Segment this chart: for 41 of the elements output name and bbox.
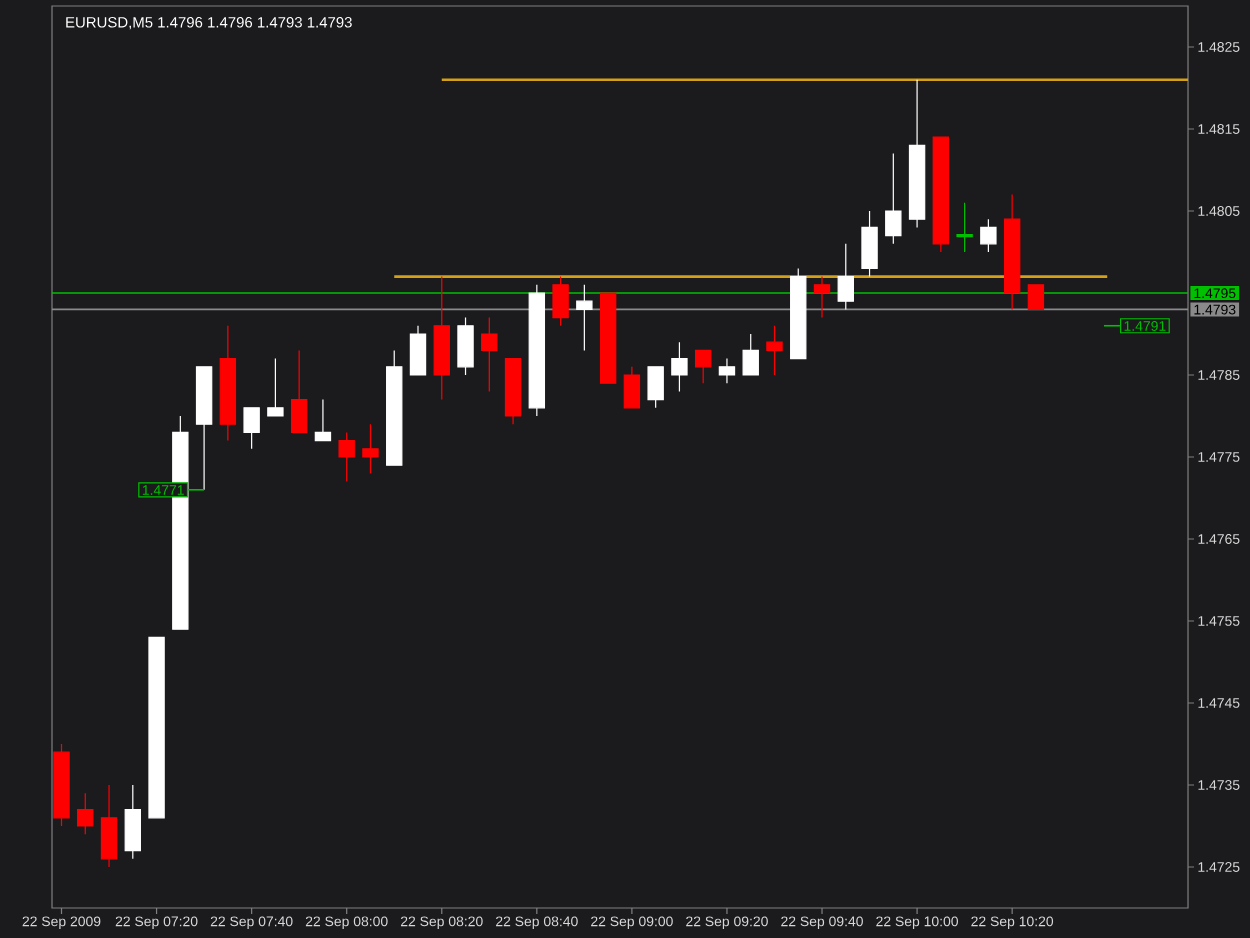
candlestick [386,349,403,466]
candlestick [908,79,926,228]
candlestick [861,210,878,278]
candlestick [1027,284,1045,310]
candlestick [504,357,522,425]
candlestick [148,636,165,819]
candlestick [623,366,641,409]
candlestick [932,136,950,253]
candlestick [766,325,783,376]
candlestick [77,792,94,835]
candlestick [671,341,688,392]
candlestick [124,784,142,860]
candlestick [694,349,712,384]
candlestick [433,275,450,401]
candlestick [980,218,997,253]
candlestick [409,325,427,376]
candlestick [742,333,759,376]
candlestick [599,292,617,384]
candlestick [100,784,118,868]
candlestick [290,349,308,433]
candlestick [362,423,379,474]
candlestick [1003,193,1021,310]
candlestick [314,398,332,442]
candlestick [481,316,498,392]
candlestick [267,357,284,417]
candlestick [219,325,237,442]
candlestick [338,431,355,483]
candlestick [195,366,213,491]
candlestick [956,202,973,253]
candlestick [718,357,736,384]
candlestick [243,407,260,450]
candlestick [837,243,854,310]
candlestick [552,275,569,327]
candlestick [813,275,831,319]
candlestick [528,284,546,417]
candlestick [576,284,593,351]
candlestick [790,267,807,360]
candlestick [53,743,70,827]
candlestick [457,316,474,376]
candlestick [647,366,664,409]
candlestick [885,152,902,245]
